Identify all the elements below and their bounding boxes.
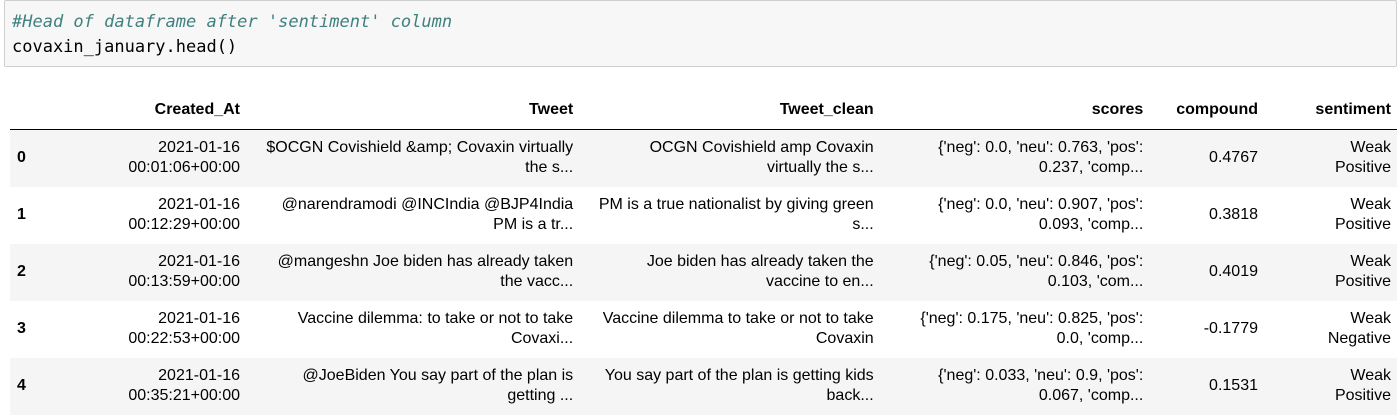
table-row: 2 2021-01-16 00:13:59+00:00 @mangeshn Joe…	[10, 243, 1397, 301]
cell-created-at: 2021-01-16 00:13:59+00:00	[128, 253, 240, 290]
cell-tweet-clean: Vaccine dilemma to take or not to take Co…	[602, 310, 874, 347]
cell-scores: {'neg': 0.05, 'neu': 0.846, 'pos': 0.103,…	[929, 253, 1144, 290]
column-header-scores: scores	[879, 90, 1150, 130]
row-index: 1	[17, 206, 26, 223]
cell-tweet-clean: Joe biden has already taken the vaccine t…	[646, 253, 874, 290]
table-row: 0 2021-01-16 00:01:06+00:00 $OCGN Covishi…	[10, 129, 1397, 187]
cell-tweet-clean: PM is a true nationalist by giving green…	[598, 196, 874, 233]
code-comment: #Head of dataframe after 'sentiment' col…	[12, 12, 453, 32]
code-cell-input[interactable]: #Head of dataframe after 'sentiment' col…	[4, 0, 1397, 67]
cell-tweet: @narendramodi @INCIndia @BJP4India PM is …	[281, 196, 574, 233]
cell-created-at: 2021-01-16 00:35:21+00:00	[128, 367, 240, 404]
column-header-index	[10, 90, 79, 130]
row-index: 4	[17, 377, 26, 394]
cell-tweet: $OCGN Covishield &amp; Covaxin virtually…	[266, 139, 574, 177]
cell-created-at: 2021-01-16 00:12:29+00:00	[128, 196, 240, 233]
table-row: 3 2021-01-16 00:22:53+00:00 Vaccine dilem…	[10, 301, 1397, 358]
row-index: 2	[17, 263, 26, 280]
column-header-compound: compound	[1149, 90, 1264, 130]
table-row: 1 2021-01-16 00:12:29+00:00 @narendramodi…	[10, 187, 1397, 244]
cell-scores: {'neg': 0.0, 'neu': 0.907, 'pos': 0.093, …	[938, 196, 1144, 233]
row-index: 3	[17, 320, 26, 337]
table-row: 4 2021-01-16 00:35:21+00:00 @JoeBiden You…	[10, 357, 1397, 415]
cell-sentiment: Weak Positive	[1334, 367, 1391, 404]
cell-tweet-clean: You say part of the plan is getting kids…	[604, 367, 874, 404]
cell-scores: {'neg': 0.175, 'neu': 0.825, 'pos': 0.0, …	[920, 310, 1144, 347]
cell-sentiment: Weak Negative	[1327, 310, 1391, 347]
cell-compound: 0.4019	[1209, 263, 1258, 280]
cell-scores: {'neg': 0.033, 'neu': 0.9, 'pos': 0.067, …	[938, 367, 1144, 404]
column-header-sentiment: sentiment	[1263, 90, 1397, 130]
cell-tweet: @mangeshn Joe biden has already taken the…	[277, 253, 574, 290]
cell-sentiment: Weak Positive	[1334, 196, 1391, 233]
cell-sentiment: Weak Positive	[1334, 139, 1391, 177]
cell-created-at: 2021-01-16 00:22:53+00:00	[128, 310, 240, 347]
cell-compound: -0.1779	[1203, 320, 1258, 337]
cell-sentiment: Weak Positive	[1334, 253, 1391, 290]
cell-tweet-clean: OCGN Covishield amp Covaxin virtually the…	[649, 139, 874, 177]
column-header-created-at: Created_At	[78, 90, 246, 130]
cell-compound: 0.3818	[1209, 206, 1258, 223]
code-statement: covaxin_january.head()	[12, 37, 238, 57]
cell-tweet: Vaccine dilemma: to take or not to take C…	[297, 310, 574, 347]
dataframe-output-table: Created_At Tweet Tweet_clean scores comp…	[10, 90, 1397, 415]
table-header-row: Created_At Tweet Tweet_clean scores comp…	[10, 90, 1397, 130]
cell-tweet: @JoeBiden You say part of the plan is get…	[302, 367, 574, 404]
cell-compound: 0.4767	[1209, 149, 1258, 167]
cell-created-at: 2021-01-16 00:01:06+00:00	[128, 139, 240, 177]
column-header-tweet-clean: Tweet_clean	[579, 90, 880, 130]
cell-scores: {'neg': 0.0, 'neu': 0.763, 'pos': 0.237, …	[938, 139, 1144, 177]
column-header-tweet: Tweet	[246, 90, 580, 130]
row-index: 0	[17, 149, 26, 167]
cell-compound: 0.1531	[1209, 377, 1258, 394]
